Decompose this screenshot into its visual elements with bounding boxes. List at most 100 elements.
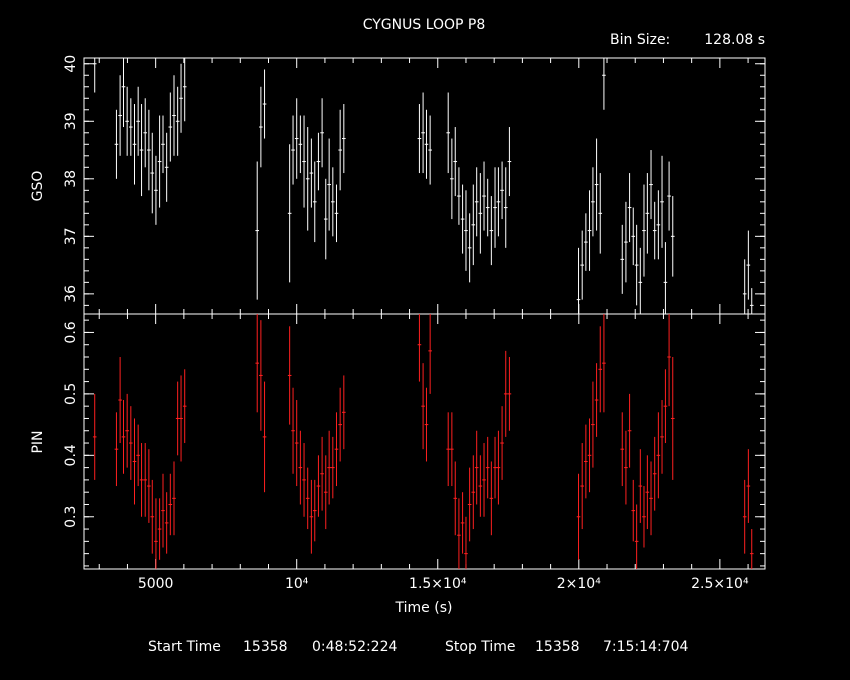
gso-data-point bbox=[489, 196, 494, 266]
pin-data-point bbox=[298, 430, 303, 505]
pin-data-point bbox=[154, 498, 158, 569]
gso-data-point bbox=[638, 247, 643, 314]
chart-title: CYGNUS LOOP P8 bbox=[363, 17, 486, 33]
pin-y-tick-label: 0.6 bbox=[63, 321, 79, 343]
pin-ticks: 0.3 0.4 0.5 0.6 bbox=[63, 314, 765, 569]
pin-data-point bbox=[667, 314, 671, 407]
pin-data-point bbox=[305, 467, 310, 530]
bin-size-value: 128.08 s bbox=[704, 32, 765, 48]
pin-data-point bbox=[663, 369, 668, 444]
pin-data-point bbox=[580, 443, 585, 530]
pin-data-point bbox=[457, 498, 461, 569]
x-tick-label: 2×10⁴ bbox=[557, 576, 601, 592]
pin-data-point bbox=[493, 436, 497, 499]
pin-data-point bbox=[157, 498, 162, 560]
pin-data-point bbox=[746, 449, 751, 523]
pin-data-point bbox=[139, 443, 144, 517]
gso-data-point bbox=[467, 213, 472, 283]
gso-data-point bbox=[312, 161, 317, 243]
pin-data-point bbox=[598, 326, 603, 413]
gso-axis-label: GSO bbox=[30, 171, 46, 202]
pin-data-point bbox=[309, 479, 314, 554]
gso-data-point bbox=[503, 167, 508, 248]
gso-data-point bbox=[259, 86, 263, 168]
gso-data-point bbox=[485, 178, 490, 237]
pin-data-point bbox=[424, 387, 429, 462]
gso-data-point bbox=[421, 92, 425, 174]
gso-data-point bbox=[620, 224, 625, 294]
gso-data-point bbox=[453, 127, 458, 197]
pin-data-point bbox=[587, 418, 592, 493]
pin-data-point bbox=[114, 412, 119, 487]
gso-data-point bbox=[320, 98, 324, 168]
gso-data-point bbox=[471, 184, 476, 266]
pin-data-point bbox=[331, 436, 335, 499]
gso-data-point bbox=[482, 161, 486, 231]
pin-data-point bbox=[471, 455, 476, 530]
gso-data-point bbox=[136, 86, 140, 156]
pin-data-point bbox=[320, 436, 324, 511]
pin-data-point bbox=[255, 314, 260, 413]
gso-data-point bbox=[175, 86, 180, 156]
x-axis-label: Time (s) bbox=[395, 600, 453, 616]
gso-data-point bbox=[305, 127, 310, 231]
gso-data-point bbox=[576, 247, 581, 314]
gso-y-tick-label: 40 bbox=[63, 55, 79, 73]
pin-data-point bbox=[631, 479, 636, 542]
pin-data-point bbox=[507, 357, 512, 431]
x-tick-label: 10⁴ bbox=[285, 576, 309, 592]
gso-data-point bbox=[424, 109, 429, 179]
gso-data-point bbox=[294, 98, 299, 179]
pin-data-point bbox=[627, 393, 632, 468]
pin-data-point bbox=[302, 443, 306, 517]
pin-data-point bbox=[136, 424, 140, 487]
gso-data-point bbox=[660, 155, 664, 248]
pin-data-point bbox=[316, 455, 321, 517]
gso-data-point bbox=[143, 98, 148, 168]
gso-data-point bbox=[474, 167, 479, 237]
gso-data-point bbox=[584, 213, 588, 271]
gso-data-point bbox=[634, 224, 639, 306]
pin-data-point bbox=[334, 412, 339, 487]
stop-time-label: Stop Time bbox=[445, 639, 516, 655]
gso-data-point bbox=[291, 115, 295, 185]
bin-size-label: Bin Size: bbox=[610, 32, 670, 48]
pin-y-tick-label: 0.5 bbox=[63, 383, 79, 405]
start-time-label: Start Time bbox=[148, 639, 221, 655]
gso-data-point bbox=[624, 201, 628, 283]
pin-data-point bbox=[342, 375, 346, 450]
time-footer: Start Time 15358 0:48:52:224 Stop Time 1… bbox=[148, 639, 689, 655]
pin-data-point bbox=[670, 357, 675, 480]
pin-plot-frame bbox=[83, 313, 766, 570]
gso-data-point bbox=[309, 138, 314, 208]
gso-data-point bbox=[157, 115, 162, 208]
gso-data-point bbox=[656, 190, 661, 260]
gso-data-point bbox=[147, 109, 151, 191]
pin-data-point bbox=[291, 387, 295, 474]
gso-panel: GSO 36 37 38 39 40 bbox=[30, 55, 766, 315]
gso-data-point bbox=[150, 132, 155, 214]
pin-data-point bbox=[500, 406, 504, 480]
gso-y-tick-label: 36 bbox=[63, 285, 79, 303]
pin-data-point bbox=[327, 430, 331, 505]
pin-data-point bbox=[645, 455, 650, 530]
pin-data-point bbox=[118, 357, 122, 444]
pin-data-point bbox=[168, 473, 173, 536]
gso-data-point bbox=[663, 242, 668, 314]
gso-data-point bbox=[631, 207, 636, 266]
pin-data-point bbox=[642, 486, 646, 548]
pin-data-point bbox=[602, 314, 606, 413]
pin-y-tick-label: 0.3 bbox=[63, 506, 79, 528]
gso-data-point bbox=[121, 58, 126, 128]
gso-data-point bbox=[493, 167, 497, 248]
gso-data-point bbox=[417, 104, 422, 174]
gso-y-tick-label: 38 bbox=[63, 170, 79, 188]
pin-data-point bbox=[175, 381, 180, 456]
gso-data-point bbox=[172, 75, 176, 156]
gso-data-point bbox=[327, 138, 331, 231]
pin-data-point bbox=[620, 412, 625, 487]
gso-data-point bbox=[132, 104, 137, 185]
pin-data-point bbox=[660, 400, 664, 474]
pin-data-point bbox=[125, 393, 129, 468]
pin-data-point bbox=[649, 461, 653, 536]
